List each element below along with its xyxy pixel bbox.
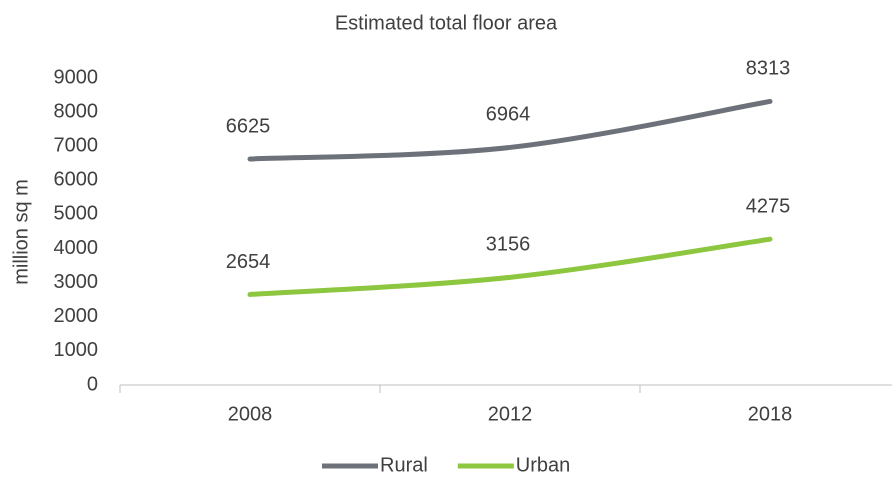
y-tick-label: 1000	[54, 339, 99, 361]
y-tick-label: 9000	[54, 66, 99, 88]
y-tick-label: 8000	[54, 100, 99, 122]
y-tick-label: 3000	[54, 271, 99, 293]
legend-label: Rural	[380, 454, 428, 476]
data-label: 4275	[746, 195, 791, 217]
chart-title: Estimated total floor area	[335, 12, 558, 34]
data-label: 2654	[226, 251, 271, 273]
y-axis-label: million sq m	[10, 179, 32, 285]
y-tick-label: 6000	[54, 169, 99, 191]
y-tick-label: 2000	[54, 305, 99, 327]
data-label: 6964	[486, 104, 531, 126]
x-tick-label: 2012	[488, 403, 533, 425]
data-label: 6625	[226, 115, 271, 137]
y-tick-label: 5000	[54, 203, 99, 225]
data-label: 3156	[486, 234, 531, 256]
data-label: 8313	[746, 58, 791, 80]
y-tick-label: 4000	[54, 237, 99, 259]
line-series	[247, 98, 773, 162]
line-series	[247, 236, 773, 297]
x-tick-label: 2018	[748, 403, 793, 425]
y-tick-label: 0	[87, 373, 98, 395]
x-tick-label: 2008	[228, 403, 273, 425]
y-tick-label: 7000	[54, 135, 99, 157]
legend-label: Urban	[516, 454, 570, 476]
